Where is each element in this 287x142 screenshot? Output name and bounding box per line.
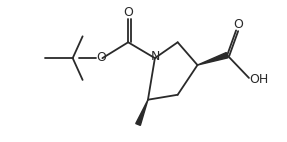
Text: N: N [151,50,160,63]
Text: O: O [123,6,133,19]
Text: O: O [233,18,243,31]
Text: O: O [96,51,106,64]
Polygon shape [136,100,148,125]
Polygon shape [197,53,228,65]
Text: OH: OH [249,73,268,86]
